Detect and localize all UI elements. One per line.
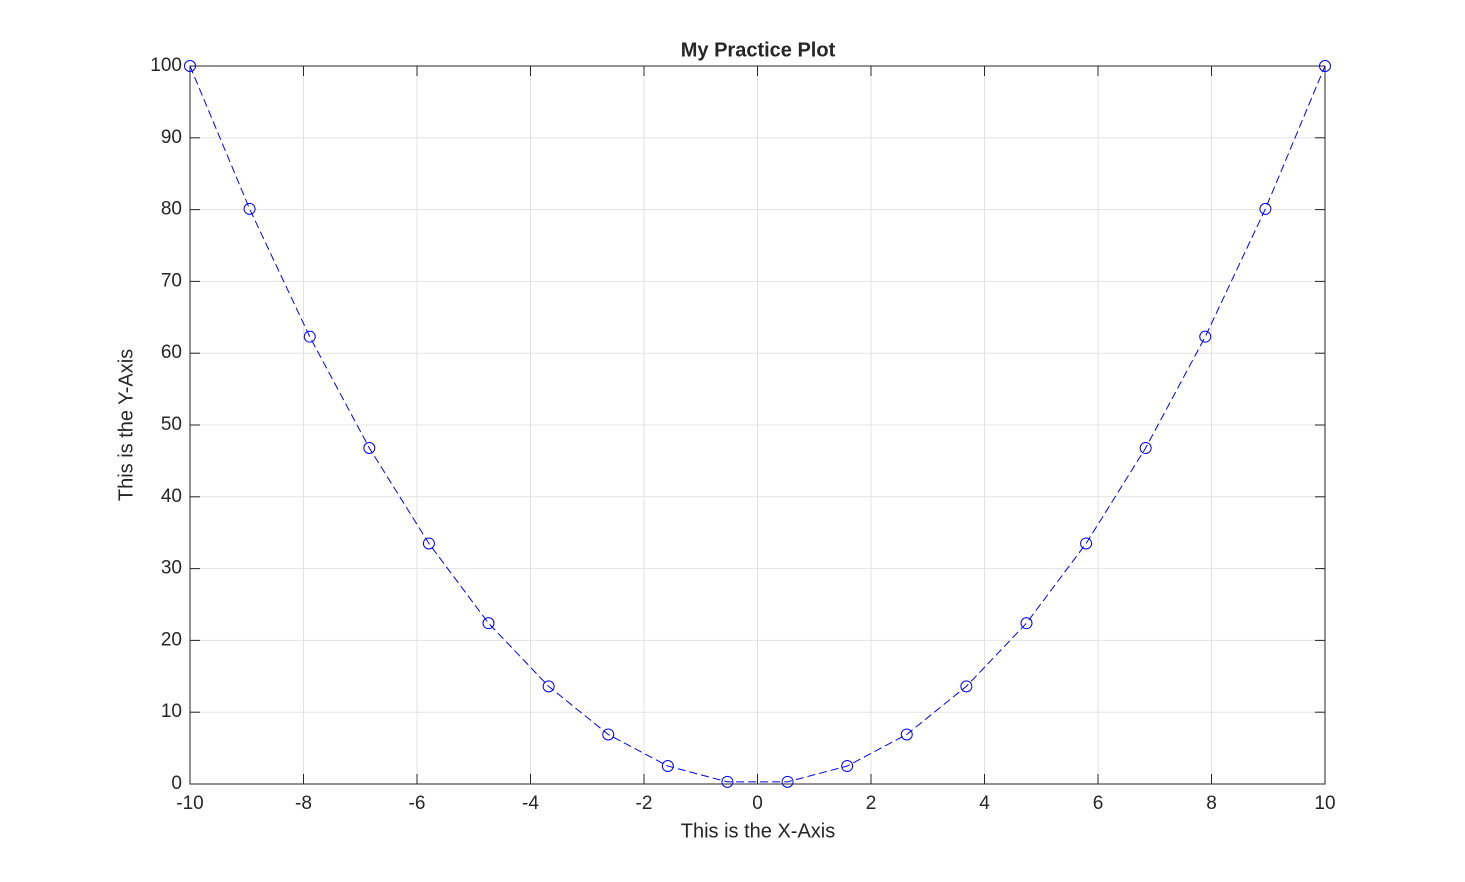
y-tick-label: 40 — [161, 486, 182, 507]
y-axis-label: This is the Y-Axis — [115, 349, 137, 501]
x-tick-label: 4 — [979, 793, 990, 814]
x-tick-label: 0 — [752, 793, 763, 814]
data-point — [303, 330, 316, 343]
x-tick-label: 10 — [1314, 793, 1335, 814]
data-point — [960, 680, 973, 693]
data-point — [661, 760, 674, 773]
y-tick-label: 60 — [161, 342, 182, 363]
data-point — [721, 775, 734, 788]
data-point — [184, 60, 196, 72]
data-point — [602, 728, 615, 741]
y-tick-label: 30 — [161, 558, 182, 579]
data-point — [900, 728, 913, 741]
x-tick-label: -6 — [409, 793, 426, 814]
y-tick-label: 80 — [161, 199, 182, 220]
data-point — [542, 680, 555, 693]
data-point — [1139, 441, 1152, 454]
y-tick-label: 50 — [161, 414, 182, 435]
x-tick-label: 6 — [1093, 793, 1104, 814]
data-point — [781, 775, 794, 788]
y-tick-label: 0 — [171, 773, 182, 794]
y-tick-label: 70 — [161, 270, 182, 291]
x-tick-label: -2 — [636, 793, 653, 814]
data-point — [841, 760, 854, 773]
data-point — [1319, 60, 1331, 72]
x-tick-label: -4 — [522, 793, 539, 814]
y-tick-label: 100 — [150, 55, 182, 76]
data-point — [1259, 202, 1272, 215]
x-tick-label: 2 — [866, 793, 877, 814]
data-point — [482, 617, 495, 630]
x-tick-label: 8 — [1206, 793, 1217, 814]
x-tick-label: -8 — [295, 793, 312, 814]
x-tick-label: -10 — [176, 793, 203, 814]
data-point — [243, 202, 256, 215]
data-point — [422, 537, 435, 550]
y-tick-label: 90 — [161, 127, 182, 148]
x-axis-label: This is the X-Axis — [681, 820, 835, 842]
data-point — [1199, 330, 1212, 343]
chart-title: My Practice Plot — [681, 39, 836, 61]
axes-box — [189, 65, 1326, 785]
data-point — [1080, 537, 1093, 550]
data-point — [1020, 617, 1033, 630]
y-tick-label: 20 — [161, 629, 182, 650]
y-tick-label: 10 — [161, 701, 182, 722]
data-point — [363, 441, 376, 454]
